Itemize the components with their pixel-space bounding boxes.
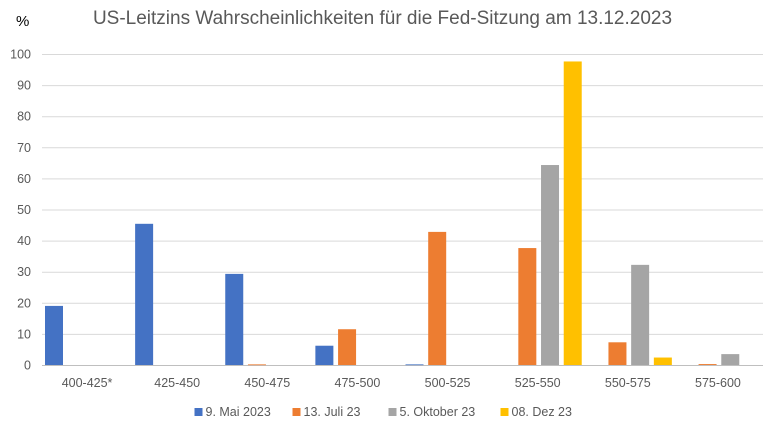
legend-label-4: 08. Dez 23	[512, 405, 573, 419]
y-tick-label-20: 20	[17, 296, 31, 310]
y-tick-label-10: 10	[17, 327, 31, 341]
bar-1-400-425*	[45, 305, 63, 365]
y-tick-label-70: 70	[17, 141, 31, 155]
legend-swatch-2	[292, 408, 301, 416]
legend-label-1: 9. Mai 2023	[206, 405, 271, 419]
bar-4-550-575	[653, 357, 672, 365]
bar-2-550-575	[608, 342, 627, 365]
bar-2-500-525	[428, 231, 447, 365]
y-tick-label-60: 60	[17, 172, 31, 186]
y-axis-unit-label: %	[16, 13, 30, 30]
bar-4-525-550	[563, 61, 582, 366]
bar-2-525-550	[518, 248, 537, 365]
x-tick-label-400-425*: 400-425*	[62, 376, 113, 390]
bar-3-575-600	[721, 354, 740, 365]
x-tick-label-500-525: 500-525	[425, 376, 471, 390]
chart-title: US-Leitzins Wahrscheinlichkeiten für die…	[92, 8, 673, 29]
bar-3-525-550	[541, 165, 560, 365]
y-tick-label-50: 50	[17, 203, 31, 217]
legend-swatch-3	[388, 408, 397, 416]
bar-2-450-475	[247, 364, 266, 366]
y-tick-label-80: 80	[17, 110, 31, 124]
bar-2-475-500	[338, 329, 357, 365]
y-tick-label-40: 40	[17, 234, 31, 248]
x-tick-label-475-500: 475-500	[335, 376, 381, 390]
bar-2-575-600	[698, 364, 717, 365]
bar-1-500-525	[405, 364, 424, 366]
x-tick-label-425-450: 425-450	[154, 376, 200, 390]
y-tick-label-0: 0	[24, 359, 31, 373]
legend-swatch-4	[500, 408, 509, 416]
x-tick-label-550-575: 550-575	[605, 376, 651, 390]
x-tick-label-525-550: 525-550	[515, 376, 561, 390]
y-tick-label-30: 30	[17, 265, 31, 279]
x-tick-label-575-600: 575-600	[695, 376, 741, 390]
x-tick-label-450-475: 450-475	[244, 376, 290, 390]
y-tick-label-90: 90	[17, 79, 31, 93]
bar-3-550-575	[631, 264, 650, 365]
bar-1-425-450	[135, 223, 154, 365]
bar-1-475-500	[315, 345, 334, 365]
legend-label-3: 5. Oktober 23	[400, 405, 476, 419]
legend-swatch-1	[194, 408, 203, 416]
y-tick-label-100: 100	[10, 48, 31, 62]
bar-1-450-475	[225, 273, 244, 365]
legend-label-2: 13. Juli 23	[304, 405, 361, 419]
